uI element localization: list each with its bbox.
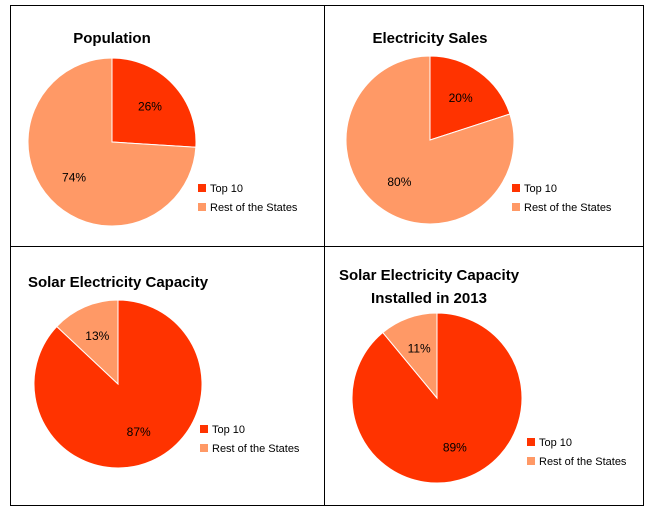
pie-chart-3: Solar Electricity Capacity 87% 13% Top 10 Re…	[28, 274, 300, 469]
slice-label: 13%	[85, 329, 109, 343]
legend-label: Rest of the States	[212, 443, 300, 455]
pie-slice-rest-of-states	[345, 55, 515, 225]
legend-label: Rest of the States	[210, 202, 298, 214]
legend-label: Top 10	[212, 424, 245, 436]
slice-label: 11%	[408, 341, 431, 355]
chart-title: Solar Electricity Capacity	[28, 274, 209, 291]
chart-title: Solar Electricity Capacity	[339, 267, 520, 284]
legend-swatch	[512, 184, 520, 192]
chart-title: Electricity Sales	[372, 30, 487, 47]
legend-swatch	[200, 444, 208, 452]
legend-label: Top 10	[210, 183, 243, 195]
legend-swatch	[512, 203, 520, 211]
pie-slice-rest-of-states	[382, 312, 438, 400]
legend-swatch	[527, 438, 535, 446]
slice-label: 74%	[62, 171, 86, 185]
legend-label: Top 10	[539, 437, 572, 449]
legend: Top 10 Rest of the States	[512, 183, 612, 214]
slice-label: 26%	[138, 99, 162, 113]
pie-slice-rest-of-states	[56, 299, 119, 386]
legend-swatch	[198, 203, 206, 211]
legend-swatch	[527, 457, 535, 465]
legend: Top 10 Rest of the States	[198, 183, 298, 214]
legend-swatch	[200, 425, 208, 433]
chart-title: Population	[73, 30, 151, 47]
outer-border	[10, 5, 644, 506]
pie-chart-1: Population 26% 74% Top 10 Rest of the States	[27, 30, 298, 227]
legend: Top 10 Rest of the States	[200, 424, 300, 455]
legend-label: Top 10	[524, 183, 557, 195]
pie-slice-rest-of-states	[27, 57, 197, 227]
legend-swatch	[198, 184, 206, 192]
legend: Top 10 Rest of the States	[527, 437, 627, 468]
legend-label: Rest of the States	[524, 202, 612, 214]
pie-slice-top-10	[429, 55, 511, 141]
legend-label: Rest of the States	[539, 456, 627, 468]
slice-label: 87%	[127, 425, 151, 439]
slice-label: 20%	[449, 91, 473, 105]
slice-label: 80%	[387, 175, 411, 189]
chart-title: Installed in 2013	[371, 290, 487, 307]
slice-label: 89%	[443, 441, 467, 455]
pie-chart-4: Solar Electricity Capacity Installed in 2…	[339, 267, 627, 484]
pie-chart-2: Electricity Sales 20% 80% Top 10 Rest of the…	[345, 30, 612, 225]
pie-slice-top-10	[111, 57, 197, 148]
